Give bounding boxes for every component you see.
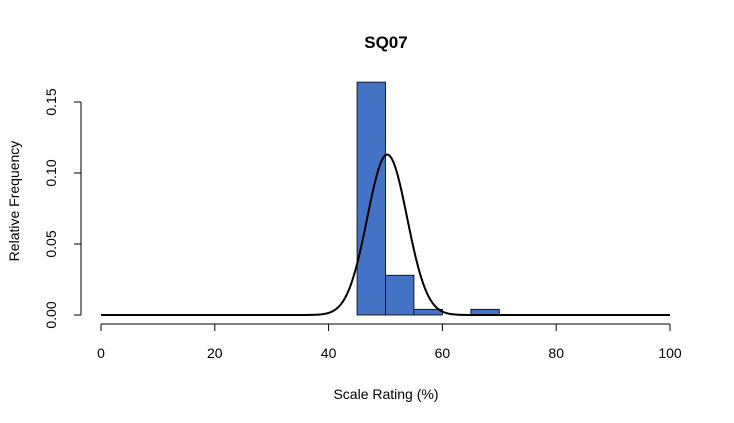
x-tick-label-100: 100 — [658, 345, 682, 361]
y-tick-label-0.10: 0.10 — [43, 159, 59, 186]
x-tick-label-20: 20 — [207, 345, 223, 361]
histogram-bar-50-55 — [385, 274, 415, 316]
bars-group — [356, 81, 500, 316]
histogram-bar-55-60 — [413, 308, 443, 316]
x-tick-label-0: 0 — [97, 345, 105, 361]
x-tick-label-80: 80 — [548, 345, 564, 361]
x-axis-label: Scale Rating (%) — [333, 386, 438, 402]
x-axis: 0 20 40 60 80 100 — [97, 323, 682, 361]
y-tick-label-0.05: 0.05 — [43, 230, 59, 257]
normal-curve — [101, 153, 670, 316]
y-axis-label: Relative Frequency — [6, 141, 22, 262]
y-axis: 0.00 0.05 0.10 0.15 — [43, 88, 82, 329]
y-tick-label-0.15: 0.15 — [43, 88, 59, 115]
x-tick-label-40: 40 — [321, 345, 337, 361]
y-tick-label-0.00: 0.00 — [43, 301, 59, 328]
x-tick-label-60: 60 — [435, 345, 451, 361]
chart-title: SQ07 — [364, 33, 407, 52]
